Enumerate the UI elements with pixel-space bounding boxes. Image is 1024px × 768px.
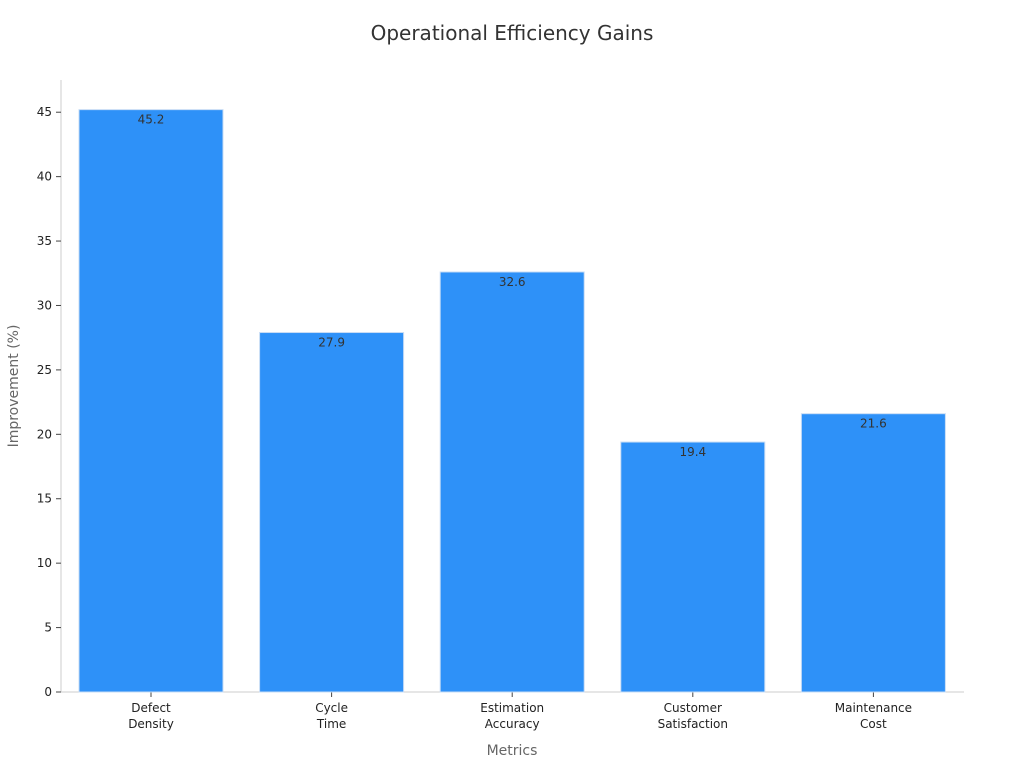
data-labels: 45.2 27.9 32.6 19.4 21.6 [138,113,887,459]
y-tick-label: 45 [37,105,52,119]
y-tick-label: 20 [37,427,52,441]
bar [259,332,405,693]
bar [620,441,766,693]
x-tick-label: Accuracy [485,717,540,731]
x-tick-label: Customer [664,701,722,715]
x-tick-label: Cost [860,717,887,731]
x-tick-label: Time [316,717,346,731]
bar-value-label: 21.6 [860,417,887,431]
x-tick-label: Satisfaction [658,717,728,731]
y-tick-label: 30 [37,298,52,312]
x-axis: Defect Density Cycle Time Estimation Accuracy… [61,691,964,731]
bar [800,413,946,693]
y-tick-label: 35 [37,234,52,248]
x-tick-label: Maintenance [835,701,912,715]
bar-value-label: 27.9 [318,336,345,350]
x-tick-label: Estimation [480,701,544,715]
y-tick-label: 40 [37,170,52,184]
bar-value-label: 32.6 [499,275,526,289]
bar [78,109,224,693]
x-tick-label: Defect [131,701,171,715]
bar [439,271,585,693]
y-tick-label: 10 [37,556,52,570]
x-tick-label: Cycle [315,701,348,715]
bar-value-label: 45.2 [138,113,165,127]
bar-value-label: 19.4 [679,445,706,459]
y-axis: 0 5 10 15 20 25 30 35 40 45 [37,80,62,699]
y-tick-label: 25 [37,363,52,377]
y-tick-label: 15 [37,492,52,506]
y-tick-label: 5 [44,621,52,635]
y-axis-label: Improvement (%) [6,325,22,448]
x-tick-label: Density [128,717,174,731]
x-axis-label: Metrics [487,743,538,759]
chart-title: Operational Efficiency Gains [371,21,654,45]
bars [78,109,946,693]
y-tick-label: 0 [44,685,52,699]
